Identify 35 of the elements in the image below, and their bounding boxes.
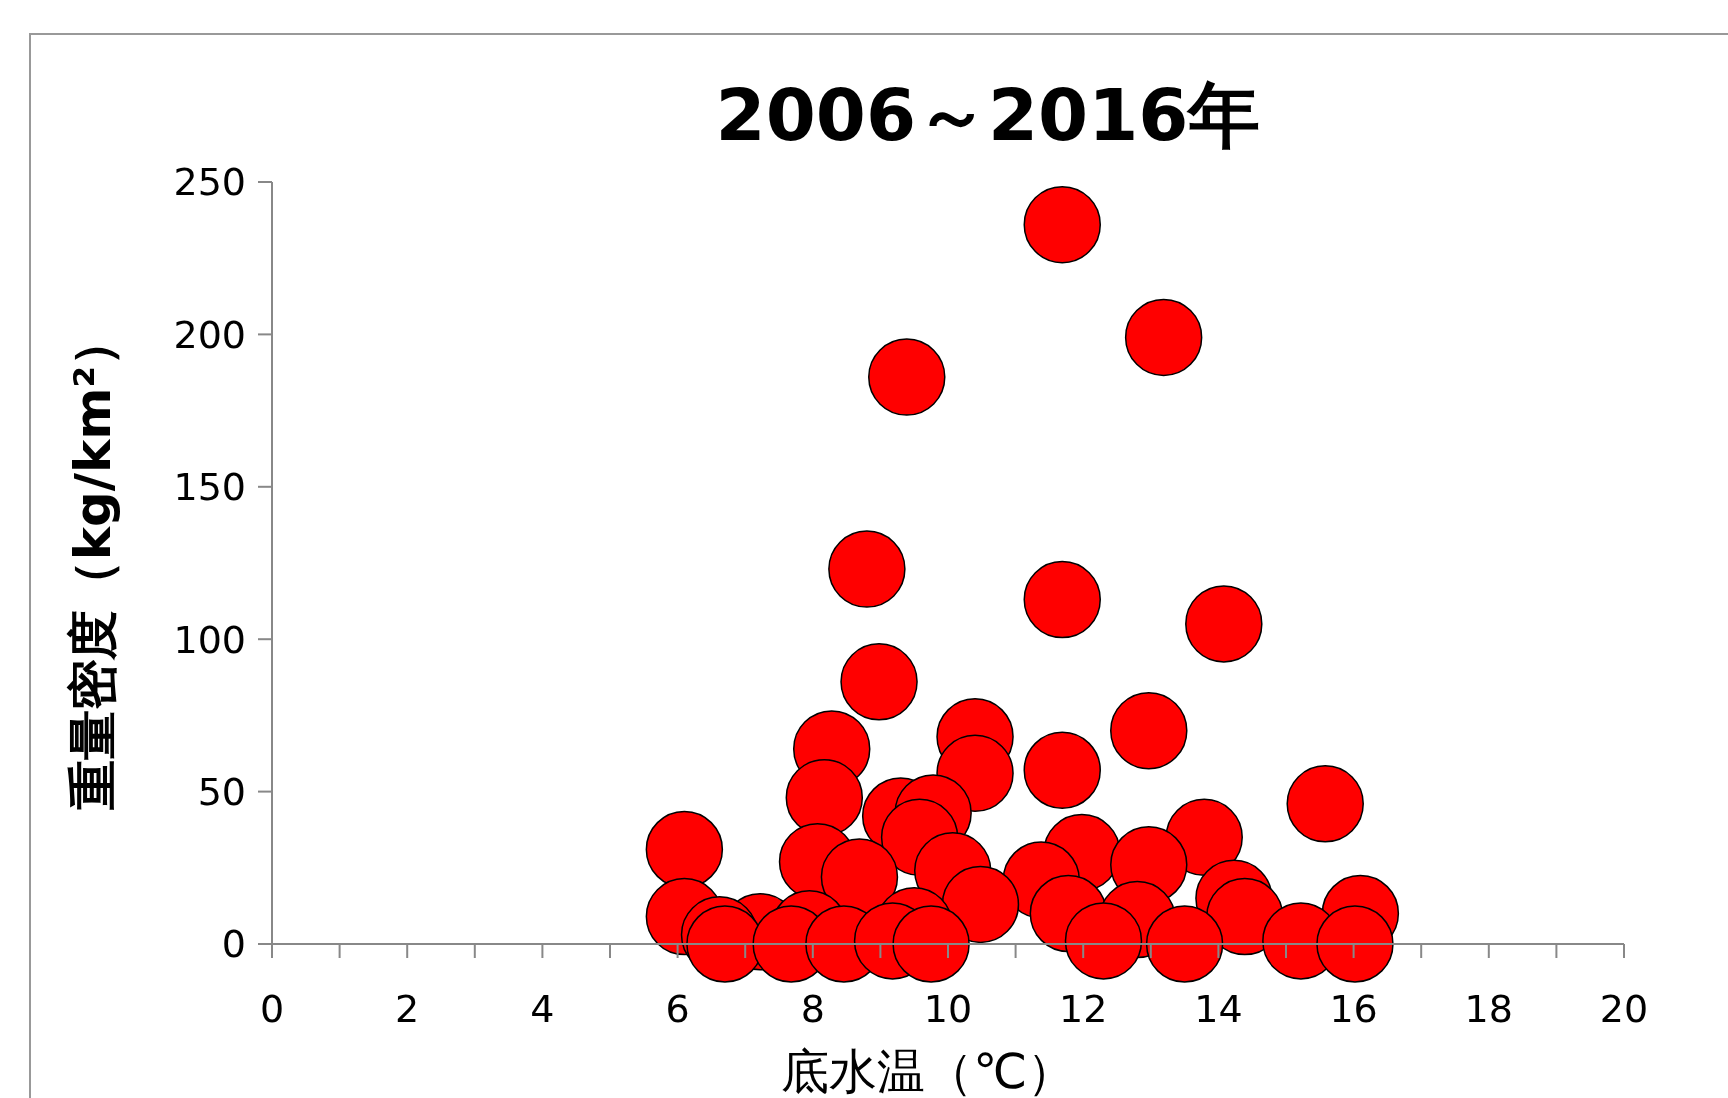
x-tick-label: 0 — [259, 987, 285, 1031]
y-tick-label: 0 — [221, 922, 246, 967]
y-axis-title: 重量密度（kg/km²） — [64, 315, 122, 811]
y-tick-label: 150 — [173, 465, 246, 510]
point — [1023, 185, 1101, 264]
x-tick-label: 6 — [665, 987, 690, 1031]
x-tick-label: 12 — [1059, 987, 1108, 1031]
point — [1110, 691, 1188, 770]
chart-title: 2006～2016年 — [715, 73, 1261, 157]
y-tick-label: 50 — [197, 769, 246, 814]
point — [1124, 298, 1203, 377]
point — [1023, 560, 1101, 639]
point — [1316, 905, 1394, 983]
x-tick-label: 16 — [1329, 987, 1378, 1031]
x-tick-label: 8 — [800, 987, 825, 1031]
y-tick-label: 250 — [173, 160, 246, 205]
point — [941, 865, 1020, 944]
x-tick-label: 10 — [923, 987, 973, 1031]
x-tick-label: 20 — [1599, 987, 1649, 1031]
point — [1185, 585, 1263, 663]
x-axis-title: 底水温（℃） — [781, 1043, 1075, 1098]
point — [1064, 902, 1143, 980]
y-tick-label: 100 — [173, 617, 246, 662]
point — [1145, 905, 1224, 983]
x-tick-label: 2 — [395, 987, 420, 1031]
point — [868, 338, 946, 416]
point — [1286, 765, 1364, 843]
point — [840, 643, 918, 721]
point — [828, 530, 906, 608]
y-tick-label: 200 — [173, 312, 246, 357]
x-tick-label: 14 — [1194, 987, 1243, 1031]
point — [892, 905, 970, 983]
x-tick-label: 18 — [1464, 987, 1513, 1031]
point — [1023, 731, 1101, 810]
x-tick-label: 4 — [530, 987, 555, 1031]
